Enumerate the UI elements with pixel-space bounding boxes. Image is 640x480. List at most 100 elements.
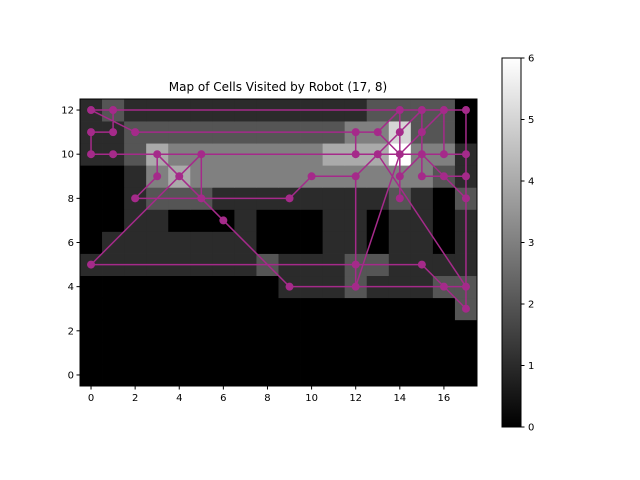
- heatmap-cell: [190, 231, 213, 254]
- heatmap-cell: [256, 363, 279, 387]
- path-point: [285, 194, 294, 203]
- heatmap-cell: [80, 319, 103, 343]
- colorbar-tick-label: 3: [528, 238, 534, 249]
- heatmap-cell: [256, 275, 279, 299]
- heatmap-cell: [80, 297, 103, 321]
- heatmap-cell: [388, 209, 412, 232]
- path-point: [439, 282, 448, 291]
- x-axis: 0 2 4 6 8 10 12 14 16: [88, 386, 450, 404]
- heatmap-cell: [432, 319, 456, 343]
- path-point: [351, 282, 360, 291]
- path-point: [351, 260, 360, 269]
- colorbar-axis: 0 1 2 3 4 5 6: [521, 54, 534, 434]
- heatmap-cell: [344, 341, 368, 365]
- colorbar-tick-label: 1: [528, 361, 534, 372]
- path-point: [373, 150, 382, 159]
- heatmap-cell: [322, 209, 346, 232]
- heatmap-cell: [168, 297, 191, 321]
- path-point: [461, 194, 470, 203]
- path-point: [109, 150, 118, 159]
- heatmap-cell: [256, 165, 279, 188]
- heatmap-cell: [212, 297, 235, 321]
- heatmap-cell: [322, 231, 346, 254]
- heatmap-cell: [388, 319, 412, 343]
- heatmap-cell: [256, 297, 279, 321]
- heatmap-cell: [410, 363, 434, 387]
- heatmap-cell: [278, 363, 301, 387]
- heatmap-cell: [80, 363, 103, 387]
- y-tick-label: 6: [68, 238, 74, 249]
- heatmap-cell: [124, 363, 147, 387]
- heatmap-cell: [124, 319, 147, 343]
- heatmap-cell: [432, 341, 456, 365]
- y-tick-label: 2: [68, 326, 74, 337]
- heatmap-cell: [322, 319, 346, 343]
- path-point: [461, 282, 470, 291]
- path-point: [461, 150, 470, 159]
- path-point: [351, 172, 360, 181]
- heatmap-cell: [190, 297, 213, 321]
- heatmap-cell: [146, 275, 169, 299]
- y-axis: 0 2 4 6 8 10 12: [61, 106, 80, 381]
- heatmap-cell: [102, 341, 125, 365]
- path-point: [197, 194, 206, 203]
- heatmap-cell: [168, 209, 191, 232]
- heatmap-cell: [388, 231, 412, 254]
- heatmap-cell: [322, 363, 346, 387]
- heatmap-cell: [146, 341, 169, 365]
- path-point: [175, 172, 184, 181]
- heatmap-cell: [80, 209, 103, 232]
- heatmap-cell: [432, 363, 456, 387]
- heatmap-cell: [366, 319, 390, 343]
- heatmap-cell: [278, 297, 301, 321]
- y-tick-label: 4: [68, 282, 74, 293]
- heatmap-cell: [146, 231, 169, 254]
- heatmap-cell: [146, 297, 169, 321]
- heatmap-cell: [300, 209, 324, 232]
- colorbar-tick-label: 0: [528, 423, 534, 434]
- x-tick-label: 6: [220, 393, 226, 404]
- heatmap-cell: [278, 231, 301, 254]
- heatmap-cell: [432, 253, 456, 277]
- x-tick-label: 10: [305, 393, 318, 404]
- path-point: [109, 106, 118, 115]
- heatmap-cell: [300, 187, 324, 210]
- path-point: [461, 304, 470, 313]
- heatmap-cell: [80, 187, 103, 210]
- path-point: [417, 260, 426, 269]
- heatmap-cell: [256, 341, 279, 365]
- path-point: [395, 150, 404, 159]
- heatmap-cell: [168, 231, 191, 254]
- heatmap-cell: [190, 209, 213, 232]
- heatmap-cell: [124, 231, 147, 254]
- heatmap-cell: [432, 209, 456, 232]
- x-tick-label: 16: [438, 393, 451, 404]
- heatmap-cell: [432, 231, 456, 254]
- path-point: [395, 172, 404, 181]
- heatmap-cell: [366, 297, 390, 321]
- x-tick-label: 14: [393, 393, 406, 404]
- heatmap-cell: [212, 319, 235, 343]
- heatmap-cell: [344, 363, 368, 387]
- path-point: [285, 282, 294, 291]
- heatmap-cell: [102, 275, 125, 299]
- heatmap-cell: [234, 363, 257, 387]
- colorbar-tick-label: 2: [528, 300, 534, 311]
- heatmap-cell: [212, 231, 235, 254]
- heatmap-cell: [278, 341, 301, 365]
- path-point: [131, 194, 140, 203]
- path-point: [153, 150, 162, 159]
- heatmap-cell: [212, 165, 235, 188]
- heatmap-cell: [256, 319, 279, 343]
- y-tick-label: 12: [61, 106, 74, 117]
- path-point: [461, 172, 470, 181]
- heatmap-cell: [322, 341, 346, 365]
- heatmap-cell: [410, 319, 434, 343]
- heatmap-cell: [322, 187, 346, 210]
- heatmap-cell: [80, 341, 103, 365]
- path-point: [351, 128, 360, 137]
- heatmap-cell: [190, 363, 213, 387]
- x-tick-label: 12: [349, 393, 362, 404]
- heatmap-cell: [432, 297, 456, 321]
- heatmap-cell: [102, 187, 125, 210]
